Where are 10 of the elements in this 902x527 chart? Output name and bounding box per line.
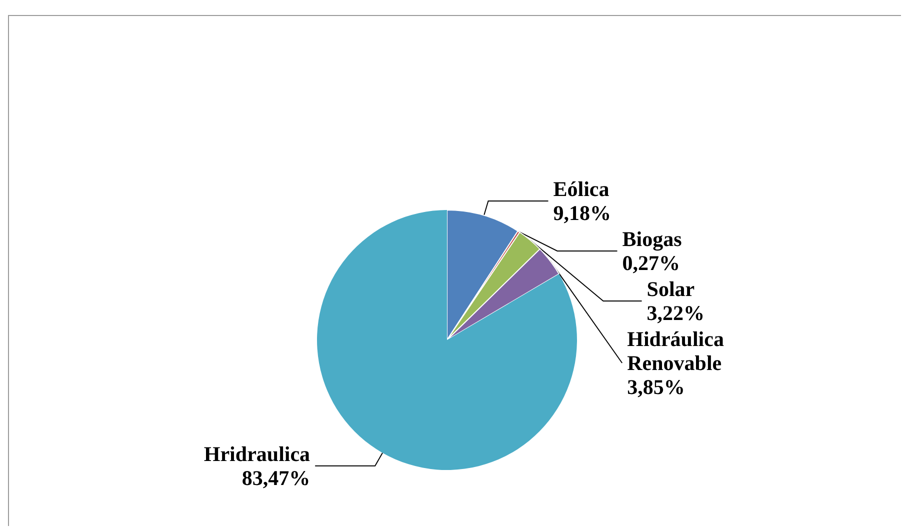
data-label: 3,85% <box>627 374 685 399</box>
data-label: 83,47% <box>242 466 310 490</box>
slice-label: Solar <box>646 276 695 301</box>
slice-label: Biogas <box>622 226 682 251</box>
slice-label: Eólica <box>553 176 610 201</box>
slice-label: Hidráulica Renovable <box>627 326 724 375</box>
data-label: 3,22% <box>646 300 705 325</box>
data-label: 9,18% <box>553 200 611 225</box>
data-label: 0,27% <box>622 250 680 275</box>
slice-label: Hridraulica <box>204 442 311 466</box>
